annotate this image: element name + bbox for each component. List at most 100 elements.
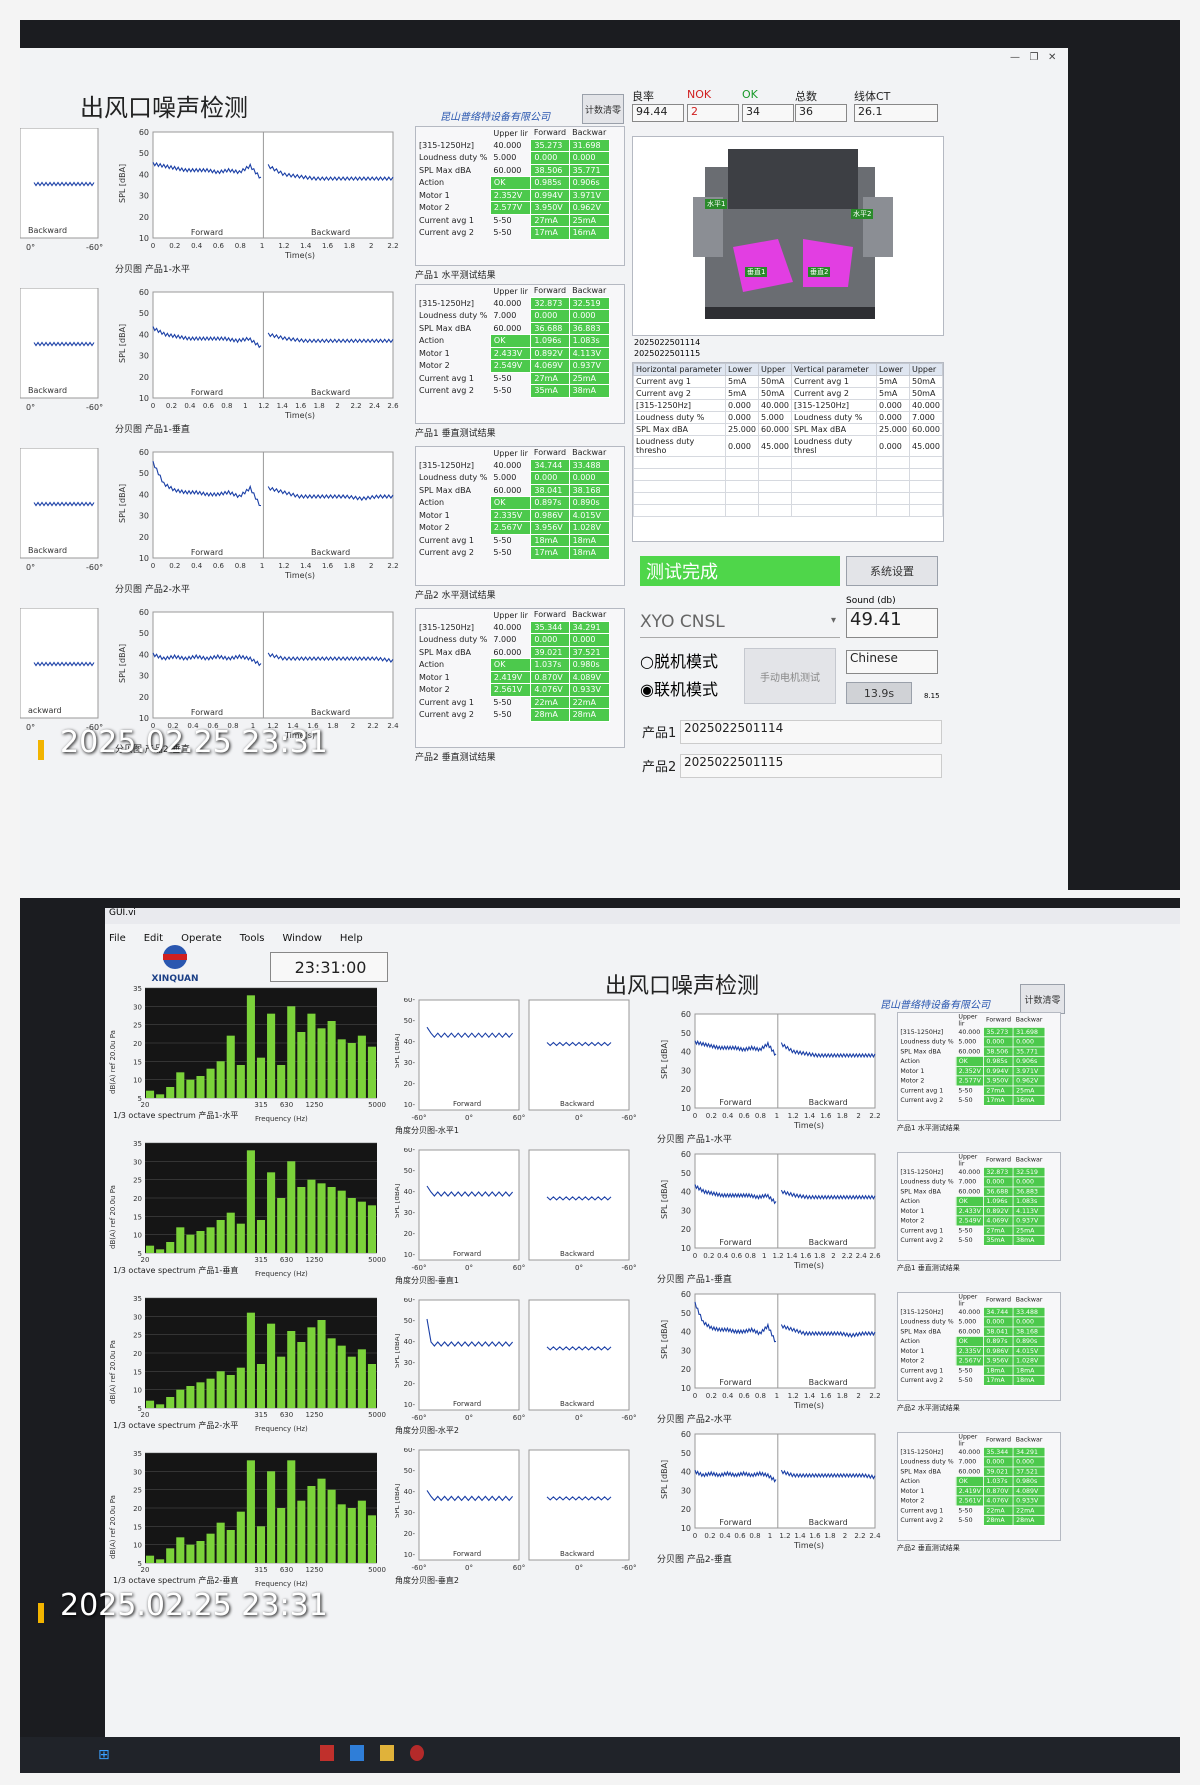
param-cell: Current avg 1 [632,375,727,388]
angle-plot: 60- 50- 40- 30- 20- 10- Forward Backward -60° 0° 6… [395,1148,637,1285]
product2-value[interactable]: 2025022501115 [680,754,942,778]
plot-caption: 角度分贝图-水平2 [395,1425,459,1435]
menu-item[interactable]: Tools [239,933,265,944]
param-cell: 5mA [725,375,760,388]
spectrum-bar [156,1249,165,1253]
result-cell: Current avg 2 [419,386,474,396]
param-header: Lower [725,363,760,376]
y-tick-label: 20 [133,1040,142,1048]
settings-button[interactable]: 系统设置 [846,556,938,586]
result-cell: 31.698 [1013,1026,1046,1038]
x-tick-label: 0.4 [722,1392,734,1400]
result-row: Motor 1 2.433V 0.892V 4.113V [416,346,610,360]
time-plot-svg: 10 20 30 40 50 60 Forward Backward 0 0.2 0.4 0.6 0.8… [115,608,399,755]
clear-count-button[interactable]: 计数清零 [582,94,624,124]
clear-count-button-2[interactable]: 计数清零 [1020,984,1065,1014]
plot-caption: 角度分贝图-垂直1 [395,1275,459,1285]
mode-online-radio[interactable]: ◉联机模式 [640,676,718,700]
y-tick-label: 40- [404,1188,416,1196]
series-line [546,1346,612,1351]
app-icon[interactable] [350,1745,364,1761]
result-cell: Motor 1 [900,1207,925,1215]
x-tick-label: 1.2 [779,1532,790,1540]
app-icon[interactable] [320,1745,334,1761]
menu-item[interactable]: Help [339,933,363,944]
result-cell: 33.488 [1013,1306,1046,1318]
result-cell: 0.897s [530,496,570,510]
result-cell: 35mA [983,1234,1014,1246]
y-axis-label: SPL [dBA] [660,1040,669,1079]
language-select[interactable]: Chinese [846,650,938,674]
series-label: Backward [809,1378,848,1387]
angle-plot-partial: Backward 0° -60° [20,288,103,412]
result-cell: 34.291 [1013,1446,1046,1458]
manual-motor-test-button[interactable]: 手动电机测试 [744,648,836,704]
menu-item[interactable]: Operate [181,933,222,944]
result-row: Motor 1 2.335V 0.986V 4.015V [416,508,610,522]
mode-offline-radio[interactable]: ○脱机模式 [640,648,718,672]
start-icon[interactable]: ⊞ [98,1747,110,1763]
x-tick-label: 1.2 [788,1112,799,1120]
result-row: Current avg 1 5-50 22mA 22mA [416,695,610,709]
x-tick-label: 0.6 [207,722,219,730]
y-tick-label: 30 [139,192,149,201]
result-table-column-2: Upper lir Forward Backwar [315-1250Hz] 40.00… [897,1012,1087,1772]
result-cell: 0.892V [530,346,570,360]
y-axis-label: SPL [dBA] [660,1180,669,1219]
y-tick-label: 20 [133,1195,142,1203]
result-cell: 1.037s [983,1475,1014,1487]
menu-item[interactable]: Window [282,933,322,944]
result-cell: OK [955,1335,985,1347]
folder-icon[interactable] [380,1745,394,1761]
result-cell: 0.994V [983,1065,1014,1077]
series-line [152,326,262,349]
x-tick-label: 0° [465,1264,473,1272]
octave-chart: 5 10 15 20 25 30 35 20 315 630 1250 5000 dB(A) ref 2… [109,1296,386,1433]
x-tick-label: 1 [251,722,255,730]
company-name-2: 昆山普络特设备有限公司 [880,1000,990,1011]
spectrum-bar [186,1544,195,1563]
window-controls[interactable]: — ❐ ✕ [1010,52,1057,63]
result-table: Upper lir Forward Backwar [315-1250Hz] 40.00… [415,126,625,266]
spectrum-bar [267,1323,276,1408]
device-select[interactable]: XYO CNSL ▾ [640,608,840,638]
y-axis-label: SPL [dBA] [660,1320,669,1359]
x-tick-label: -60° [622,1264,637,1272]
product1-value[interactable]: 2025022501114 [680,720,942,744]
result-cell: 4.113V [1013,1205,1046,1217]
y-tick-label: 20 [139,533,149,542]
spectrum-bar [156,1559,165,1563]
param-cell: 50mA [758,387,793,400]
logo: XINQUAN [145,944,205,984]
spectrum-bar [367,1205,376,1253]
x-tick-label: 2.4 [369,402,381,410]
x-tick-label: 315 [254,1566,267,1574]
result-cell: Loudness duty % [900,1458,954,1466]
result-cell: 2.419V [489,670,532,684]
x-tick-label: 60° [513,1414,525,1422]
time-plot-column-2: 10 20 30 40 50 60 Forward Backward 0 0.2 0.4 0.6 0.8… [657,1008,897,1768]
y-tick-label: 35 [133,986,142,993]
menu-bar: File Edit Operate Tools Window Help [109,926,381,945]
param-cell: 0.000 [875,435,910,457]
result-cell: 17mA [530,546,570,560]
series-line [33,661,95,667]
result-row: Current avg 2 5-50 28mA 28mA [898,1514,1046,1526]
y-tick-label: 50 [139,469,149,478]
result-caption: 产品1 水平测试结果 [415,271,496,281]
radio-off-icon: ○ [640,652,654,671]
x-tick-label: 1 [775,1392,779,1400]
x-tick-label: 2.2 [387,242,398,250]
mode-offline-label: 脱机模式 [653,652,718,671]
spectrum-bar [146,1400,155,1408]
result-cell: SPL Max dBA [419,647,472,657]
result-cell: Loudness duty % [419,153,488,163]
app-icon[interactable] [410,1745,424,1761]
x-tick-label: 0.8 [235,242,246,250]
y-tick-label: 60 [139,448,149,457]
x-tick-label: 20 [141,1101,150,1109]
menu-item[interactable]: Edit [143,933,164,944]
y-tick-label: 30 [139,672,149,681]
menu-item[interactable]: File [109,933,126,944]
result-cell: 0.892V [983,1205,1014,1217]
